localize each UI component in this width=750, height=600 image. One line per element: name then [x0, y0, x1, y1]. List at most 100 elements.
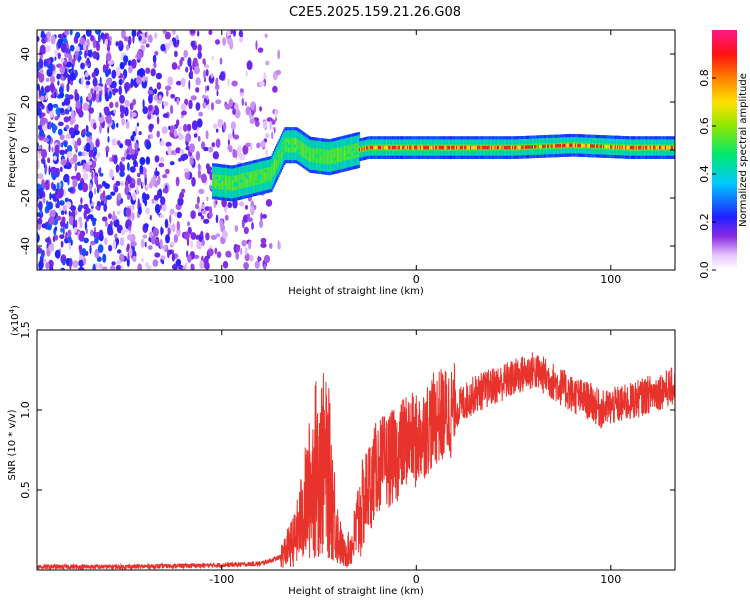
- noise-cell: [189, 64, 193, 73]
- signal-spot: [216, 185, 220, 189]
- noise-cell: [38, 58, 44, 69]
- noise-cell: [120, 181, 124, 187]
- noise-cell: [201, 238, 205, 247]
- noise-cell: [192, 60, 195, 71]
- signal-cell: [273, 159, 277, 174]
- noise-cell: [190, 232, 197, 240]
- noise-cell: [247, 217, 253, 223]
- signal-cell: [251, 171, 254, 186]
- noise-cell: [85, 125, 89, 133]
- noise-cell: [155, 72, 162, 80]
- noise-cell: [104, 183, 110, 190]
- signal-peak-cell: [642, 145, 645, 150]
- noise-cell: [73, 218, 76, 228]
- noise-cell: [37, 102, 40, 112]
- noise-cell: [176, 97, 180, 106]
- noise-cell: [225, 250, 232, 258]
- colorbar-label: Normalized spectral amplitude: [738, 73, 749, 227]
- noise-cell: [49, 75, 56, 84]
- noise-cell: [85, 142, 91, 153]
- noise-cell: [90, 240, 96, 246]
- signal-cell: [284, 138, 287, 153]
- signal-peak-cell: [361, 147, 364, 151]
- signal-peak-cell: [494, 145, 497, 150]
- noise-cell: [215, 233, 221, 238]
- noise-cell: [128, 65, 133, 74]
- signal-peak-cell: [569, 143, 572, 147]
- noise-cell: [210, 235, 217, 240]
- noise-cell: [141, 258, 144, 263]
- noise-cell: [67, 104, 71, 111]
- noise-cell: [65, 133, 71, 140]
- signal-peak-cell: [627, 145, 630, 150]
- signal-cell: [276, 154, 279, 169]
- noise-cell: [227, 78, 230, 86]
- noise-cell: [39, 53, 44, 59]
- signal-peak-cell: [662, 145, 665, 150]
- noise-cell: [270, 119, 276, 125]
- noise-cell: [45, 85, 51, 90]
- signal-cell: [319, 148, 322, 164]
- noise-cell: [133, 159, 138, 168]
- signal-cell: [320, 149, 323, 164]
- noise-cell: [173, 37, 177, 47]
- noise-cell: [84, 50, 87, 59]
- noise-cell: [185, 66, 189, 73]
- signal-cell: [244, 173, 247, 188]
- signal-peak-cell: [589, 144, 592, 148]
- noise-cell: [196, 239, 202, 250]
- noise-cell: [156, 130, 160, 138]
- noise-cell: [164, 85, 172, 91]
- signal-cell: [230, 176, 233, 191]
- signal-spot: [258, 177, 262, 181]
- noise-cell: [93, 76, 97, 87]
- signal-cell: [299, 140, 302, 156]
- noise-cell: [104, 220, 108, 227]
- signal-peak-cell: [600, 144, 603, 149]
- noise-cell: [190, 70, 194, 80]
- noise-cell: [108, 90, 112, 99]
- spectrogram-panel: -100 0 100 -40 -20 0 20 40 Height of straight …: [7, 29, 676, 297]
- noise-cell: [72, 153, 78, 163]
- noise-cell: [74, 140, 78, 151]
- noise-cell: [73, 226, 78, 233]
- noise-cell: [136, 75, 142, 85]
- noise-cell: [249, 109, 252, 120]
- signal-cell: [213, 174, 216, 189]
- signal-peak-cell: [477, 145, 480, 150]
- noise-cell: [53, 183, 56, 191]
- noise-cell: [123, 55, 129, 64]
- noise-cell: [125, 44, 130, 51]
- noise-cell: [132, 191, 137, 201]
- signal-peak-cell: [571, 143, 574, 147]
- signal-spot: [319, 161, 323, 165]
- noise-cell: [184, 231, 190, 240]
- noise-cell: [165, 141, 172, 147]
- noise-cell: [60, 267, 65, 270]
- noise-cell: [231, 80, 238, 87]
- signal-spot: [280, 143, 284, 148]
- noise-cell: [57, 33, 63, 39]
- signal-spot: [320, 151, 324, 155]
- noise-cell: [227, 37, 233, 46]
- signal-peak-cell: [529, 145, 532, 149]
- signal-cell: [252, 171, 256, 186]
- noise-cell: [265, 199, 273, 207]
- noise-cell: [52, 125, 58, 131]
- noise-cell: [62, 37, 68, 44]
- signal-peak-cell: [634, 145, 637, 150]
- signal-peak-cell: [432, 145, 435, 150]
- signal-peak-cell: [517, 145, 520, 150]
- noise-cell: [137, 198, 140, 207]
- signal-peak-cell: [451, 145, 454, 150]
- noise-cell: [156, 116, 160, 125]
- noise-cell: [154, 203, 161, 214]
- noise-cell: [65, 231, 68, 241]
- noise-cell: [54, 56, 57, 61]
- signal-cell: [347, 145, 350, 160]
- noise-cell: [54, 144, 60, 155]
- signal-cell: [249, 172, 252, 187]
- signal-peak-cell: [486, 145, 489, 150]
- noise-cell: [88, 182, 93, 192]
- noise-cell: [108, 213, 112, 219]
